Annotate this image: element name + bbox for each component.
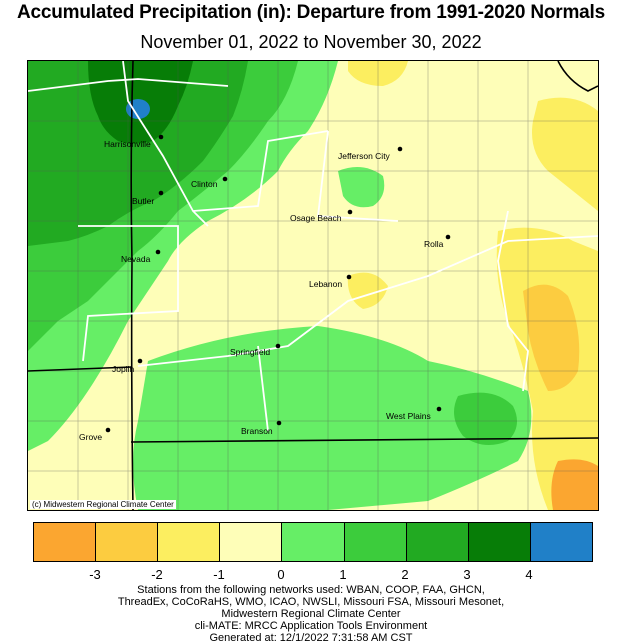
highways xyxy=(28,61,598,432)
city-label-lebanon: Lebanon xyxy=(309,279,342,289)
legend-tick-label: -3 xyxy=(89,567,101,582)
footer-line: cli-MATE: MRCC Application Tools Environ… xyxy=(194,620,428,632)
legend-bin xyxy=(220,523,283,561)
map-canvas: Harrisonville Clinton Butler Jefferson C… xyxy=(28,61,598,510)
legend-tick-label: 0 xyxy=(277,567,285,582)
city-dot-harrisonville xyxy=(158,134,164,140)
city-label-grove: Grove xyxy=(79,432,102,442)
city-label-springfield: Springfield xyxy=(230,347,270,357)
city-label-rolla: Rolla xyxy=(424,239,444,249)
footer-notes: Stations from the following networks use… xyxy=(0,584,622,644)
legend-bin xyxy=(406,523,469,561)
footer-line: Generated at: 12/1/2022 7:31:58 AM CST xyxy=(209,632,413,644)
legend-tick-label: 1 xyxy=(339,567,347,582)
city-label-osage-beach: Osage Beach xyxy=(290,213,342,223)
city-dot-butler xyxy=(158,190,164,196)
zone-southeast-driest xyxy=(551,459,598,510)
legend-tick-label: 3 xyxy=(463,567,471,582)
legend-bin xyxy=(344,523,407,561)
zone-central-green xyxy=(338,167,385,208)
city-label-clinton: Clinton xyxy=(191,179,218,189)
legend-bin xyxy=(158,523,221,561)
city-markers xyxy=(105,134,451,433)
city-labels: Harrisonville Clinton Butler Jefferson C… xyxy=(79,139,444,442)
city-dot-joplin xyxy=(137,358,143,364)
city-dot-branson xyxy=(276,420,282,426)
city-dot-grove xyxy=(105,427,111,433)
zone-east-drier xyxy=(523,284,580,391)
zone-northeast-dry xyxy=(532,97,598,211)
legend-bin xyxy=(34,523,97,561)
city-label-nevada: Nevada xyxy=(121,254,151,264)
city-dot-lebanon xyxy=(346,274,352,280)
zone-northwest-wet xyxy=(28,61,248,246)
zone-south-green-2 xyxy=(454,392,517,445)
footer-line: Stations from the following networks use… xyxy=(137,584,485,596)
legend-bin xyxy=(468,523,531,561)
city-dot-west-plains xyxy=(436,406,442,412)
legend-tick-label: 2 xyxy=(401,567,409,582)
city-dot-jefferson-city xyxy=(397,146,403,152)
color-legend xyxy=(33,522,593,562)
precipitation-map: Harrisonville Clinton Butler Jefferson C… xyxy=(27,60,599,511)
state-borders xyxy=(28,61,598,510)
city-dot-springfield xyxy=(275,343,281,349)
copyright-note: (c) Midwestern Regional Climate Center xyxy=(30,500,176,509)
city-dot-rolla xyxy=(445,234,451,240)
legend-bin xyxy=(530,523,592,561)
legend-tick-label: -2 xyxy=(151,567,163,582)
city-dot-clinton xyxy=(222,176,228,182)
footer-line: Midwestern Regional Climate Center xyxy=(221,608,401,620)
city-label-west-plains: West Plains xyxy=(386,411,431,421)
city-label-joplin: Joplin xyxy=(112,364,134,374)
city-label-harrisonville: Harrisonville xyxy=(104,139,151,149)
city-dot-osage-beach xyxy=(347,209,353,215)
city-dot-nevada xyxy=(155,249,161,255)
legend-ticks: -3 -2 -1 0 1 2 3 4 xyxy=(33,567,591,583)
zone-south-green xyxy=(133,326,532,510)
footer-line: ThreadEx, CoCoRaHS, WMO, ICAO, NWSLI, Mi… xyxy=(117,596,505,608)
city-label-butler: Butler xyxy=(132,196,154,206)
map-title: Accumulated Precipitation (in): Departur… xyxy=(17,2,605,23)
city-label-jefferson-city: Jefferson City xyxy=(338,151,391,161)
legend-tick-label: 4 xyxy=(525,567,533,582)
legend-tick-label: -1 xyxy=(213,567,225,582)
city-label-branson: Branson xyxy=(241,426,273,436)
legend-bin xyxy=(96,523,159,561)
legend-bin xyxy=(282,523,345,561)
map-subtitle: November 01, 2022 to November 30, 2022 xyxy=(140,32,482,52)
